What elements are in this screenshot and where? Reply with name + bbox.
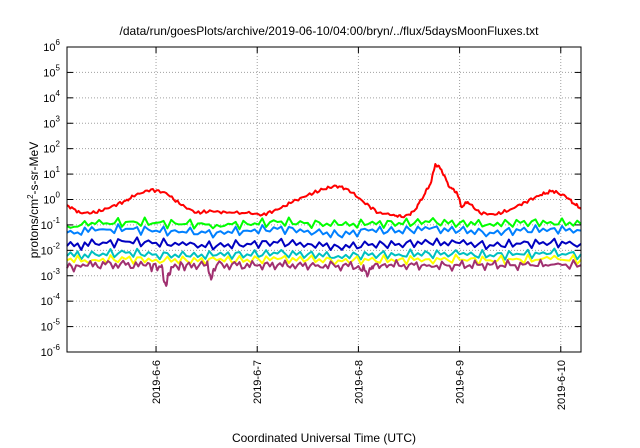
chart-title: /data/run/goesPlots/archive/2019-06-10/0… bbox=[120, 24, 540, 38]
y-tick-label: 10-4 bbox=[41, 292, 61, 308]
y-axis-label: protons/cm2-s-sr-MeV bbox=[26, 142, 41, 258]
series-line bbox=[66, 258, 582, 287]
y-tick-label: 106 bbox=[43, 38, 60, 54]
grid-lines bbox=[67, 47, 581, 352]
x-axis-label: Coordinated Universal Time (UTC) bbox=[232, 431, 416, 445]
series-line bbox=[66, 223, 582, 239]
y-tick-label: 10-5 bbox=[41, 318, 61, 334]
y-tick-label: 104 bbox=[43, 89, 60, 105]
x-tick-label: 2019-6-8 bbox=[353, 360, 365, 404]
series-lines bbox=[66, 163, 582, 287]
y-tick-label: 101 bbox=[43, 165, 60, 181]
y-tick-label: 10-6 bbox=[41, 343, 61, 359]
y-tick-label: 10-1 bbox=[41, 216, 61, 232]
x-axis-ticks: 2019-6-6 2019-6-7 2019-6-8 2019-6-9 2019-6-1… bbox=[151, 47, 568, 410]
series-line bbox=[66, 216, 582, 231]
y-tick-label: 102 bbox=[43, 140, 60, 156]
y-tick-label: 103 bbox=[43, 114, 60, 130]
plot-frame bbox=[66, 46, 582, 353]
y-tick-label: 10-3 bbox=[41, 267, 61, 283]
x-tick-label: 2019-6-9 bbox=[455, 360, 467, 404]
x-tick-label: 2019-6-6 bbox=[151, 360, 163, 404]
series-line bbox=[66, 163, 582, 219]
y-tick-label: 10-2 bbox=[41, 241, 61, 257]
y-axis-ticks: 106 105 104 103 102 101 100 10-1 10-2 10-3 10-4 10-… bbox=[41, 38, 581, 359]
series-line bbox=[66, 236, 582, 251]
x-tick-label: 2019-6-7 bbox=[252, 360, 264, 404]
y-tick-label: 100 bbox=[43, 191, 60, 207]
y-tick-label: 105 bbox=[43, 63, 60, 79]
x-tick-label: 2019-6-10 bbox=[556, 360, 568, 410]
series-line bbox=[66, 247, 582, 261]
